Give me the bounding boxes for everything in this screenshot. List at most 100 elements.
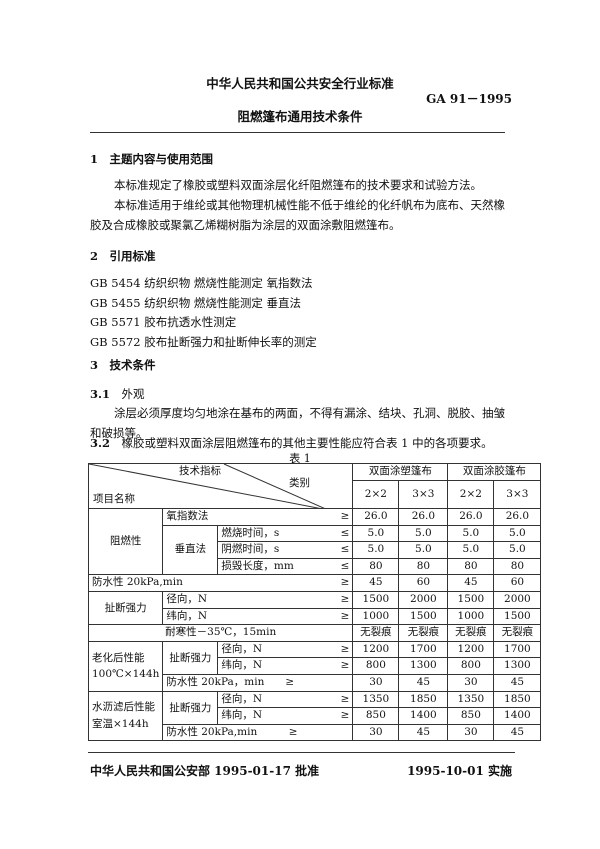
effective-date: 1995-10-01 实施 [407,764,512,778]
approval-note: 中华人民共和国公安部 1995-01-17 批准 [90,764,320,778]
cell: 1300 [398,657,449,675]
table-row: 水沥滤后性能室温×144h 扯断强力 径向，N ≥ 1350 1850 1350 185… [87,690,542,742]
row-label: 损毁长度，mm ≤ [217,557,354,576]
table-row: 扯断强力 径向，N ≥ 1500 2000 1500 2000 [87,590,542,626]
size-header: 3×3 [493,479,542,510]
table-row: 纬向，N ≥ 800 1300 800 1300 [89,657,542,675]
vertical-label: 垂直法 [162,524,219,576]
cell: 无裂痕 [493,624,542,642]
section-1-para-2: 本标准适用于维纶或其他物理机械性能不低于维纶的化纤帆布为底布、天然橡胶及合成橡胶… [90,198,505,232]
table-row: 老化后性能 100℃×144h 扯断强力 径向，N ≥ 1200 1700 1200 1… [87,640,542,692]
row-label: 燃烧时间，s ≤ [217,524,354,543]
cell: 26.0 [493,508,542,526]
diagonal-lines [89,464,324,508]
header-tech-indicator: 技术指标 [179,465,221,477]
table-caption: 表 1 [289,452,311,465]
cell: 80 [398,557,449,576]
cell: 1850 [398,690,449,709]
header-rule [90,132,505,133]
cell: 850 [352,707,400,725]
cell: 45 [352,574,400,592]
cell: 1350 [352,690,400,709]
cell: 1000 [447,607,495,626]
reference-item: GB 5454 纺织织物 燃烧性能测定 氧指数法 [90,276,313,290]
cell: 5.0 [398,524,449,543]
table-row: 垂直法 燃烧时间，s ≤ 5.0 5.0 5.0 5.0 [89,524,542,576]
cell: 45 [398,723,449,742]
org-title: 中华人民共和国公共安全行业标准 [206,76,394,91]
cell: 26.0 [398,508,449,526]
row-label: 纬向，N ≥ [162,607,354,626]
doc-title: 阻燃篷布通用技术条件 [237,109,363,124]
cell: 850 [447,707,495,725]
section-3-1-heading: 3.1 外观 [90,386,145,402]
cell: 800 [352,657,400,675]
table-row: 防水性 20kPa,min ≥ 45 60 45 60 [87,574,542,592]
tensile-label: 扯断强力 [162,690,219,725]
size-header: 2×2 [447,479,495,510]
section-3-1-text: 涂层必须厚度均匀地涂在基布的两面，不得有漏涂、结块、孔洞、脱胶、抽皱和破损等。 [90,406,505,440]
header-category: 类别 [289,477,310,489]
diagonal-header-cell: 技术指标 类别 项目名称 [87,463,354,509]
cell: 5.0 [447,524,495,543]
cell: 45 [447,574,495,592]
cell: 5.0 [398,541,449,559]
reference-item: GB 5455 纺织织物 燃烧性能测定 垂直法 [90,295,302,310]
clause-title: 外观 [121,387,145,401]
table-row: 纬向，N ≥ 1000 1500 1000 1500 [89,607,542,626]
cell: 1300 [493,657,542,675]
table-row: 阻燃性 氧指数法 ≥ 26.0 26.0 26.0 26.0 [87,507,542,576]
cell: 45 [398,673,449,692]
cell: 2000 [493,590,542,609]
header-item-name: 项目名称 [93,493,135,505]
cell: 5.0 [447,541,495,559]
cell: 60 [398,574,449,592]
cell: 80 [352,557,400,576]
table-row: 损毁长度，mm ≤ 80 80 80 80 [89,557,542,576]
cell: 5.0 [493,524,542,543]
clause-number: 3.1 [90,387,111,401]
cell: 1850 [493,690,542,709]
cell: 1200 [352,640,400,659]
requirements-table: 技术指标 类别 项目名称 双面涂塑篷布 双面涂胶篷布 2×2 3×3 2×2 3… [87,463,542,742]
reference-item: GB 5572 胶布扯断强力和扯断伸长率的测定 [90,334,317,349]
cell: 无裂痕 [447,624,495,642]
row-label: 纬向，N ≥ [217,707,354,725]
cell: 1700 [493,640,542,659]
cell: 80 [493,557,542,576]
clause-number: 3.2 [90,436,111,450]
standard-code: GA 91－1995 [426,92,512,106]
cell: 1400 [398,707,449,725]
table-row: 纬向，N ≥ 850 1400 850 1400 [89,707,542,725]
reference-item: GB 5571 胶布抗透水性测定 [90,315,237,329]
section-1-para-1: 本标准规定了橡胶或塑料双面涂层化纤阻燃篷布的技术要求和试验方法。 [114,178,482,192]
cell: 1200 [447,640,495,659]
cell: 26.0 [352,508,400,526]
cell: 1500 [493,607,542,626]
clause-text: 橡胶或塑料双面涂层阻燃篷布的其他主要性能应符合表 1 中的各项要求。 [121,436,493,450]
row-label: 防水性 20kPa,min ≥ [162,723,354,742]
table-row: 耐寒性－35℃，15min 无裂痕 无裂痕 无裂痕 无裂痕 [87,624,542,642]
leach-label: 水沥滤后性能室温×144h [87,690,164,742]
group-plastic-coated: 双面涂塑篷布 [352,463,449,481]
cell: 30 [352,723,400,742]
cell: 1000 [352,607,400,626]
table-row: 防水性 20kPa,min ≥ 30 45 30 45 [89,723,542,742]
cell: 1350 [447,690,495,709]
row-label: 阴燃时间，s ≤ [217,541,354,559]
tensile-label: 扯断强力 [162,640,219,675]
cell: 45 [493,673,542,692]
cell: 800 [447,657,495,675]
footer-rule [88,752,515,753]
group-rubber-coated: 双面涂胶篷布 [447,463,542,481]
size-header: 2×2 [352,479,400,510]
cell: 5.0 [352,524,400,543]
cell: 45 [493,723,542,742]
section-3-heading: 3 技术条件 [90,358,156,372]
aging-label: 老化后性能 100℃×144h [87,640,164,692]
cell: 1500 [398,607,449,626]
cell: 无裂痕 [398,624,449,642]
table-row: 阴燃时间，s ≤ 5.0 5.0 5.0 5.0 [89,541,542,559]
row-label: 径向，N ≥ [217,640,354,659]
cell: 60 [493,574,542,592]
